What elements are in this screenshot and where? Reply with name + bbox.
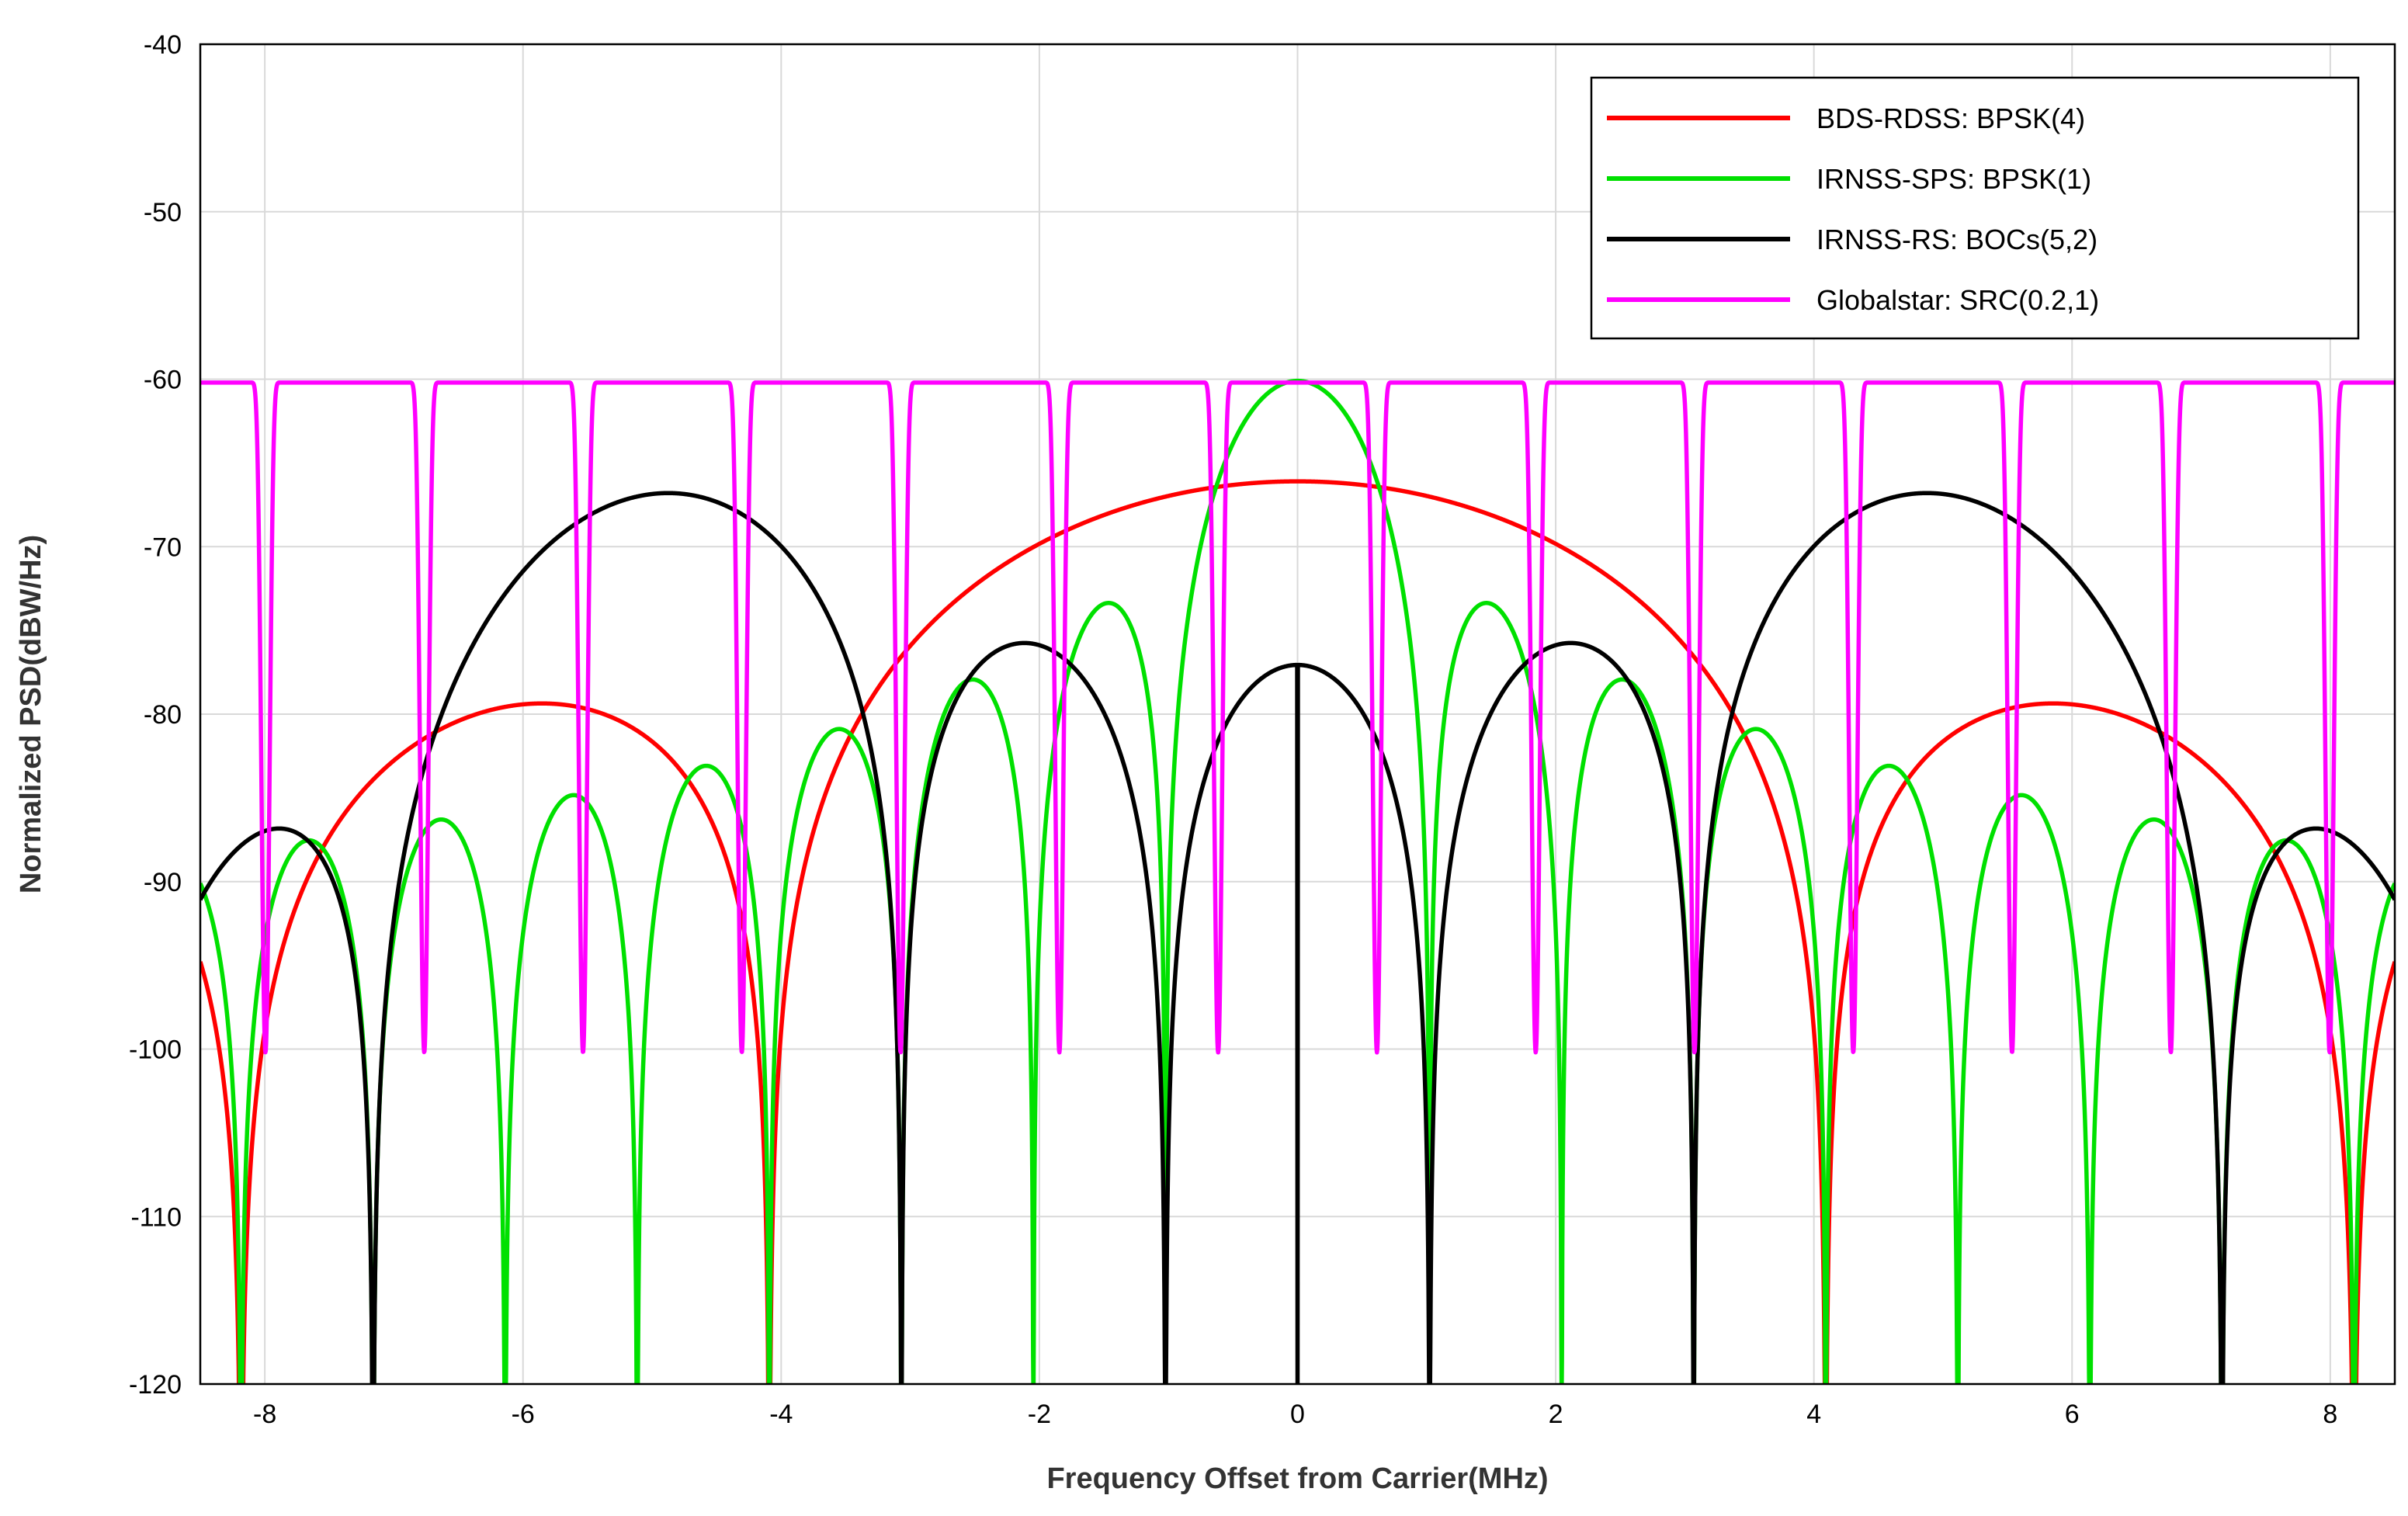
series-line-1 — [200, 479, 2395, 1384]
x-tick-label: 4 — [1806, 1400, 1821, 1429]
series-curves — [200, 378, 2395, 1384]
x-tick-label: 8 — [2323, 1400, 2337, 1429]
y-tick-labels: -40 -50 -60 -70 -80 -90 -100 -110 -120 — [129, 30, 182, 1400]
x-tick-label: -8 — [253, 1400, 276, 1429]
legend-label-1: BDS-RDSS: BPSK(4) — [1816, 102, 2085, 134]
x-tick-label: 2 — [1549, 1400, 1563, 1429]
series-line-3 — [200, 491, 2395, 1384]
y-tick-label: -60 — [144, 366, 182, 395]
y-axis-label: Normalized PSD(dBW/Hz) — [15, 535, 47, 893]
y-tick-label: -70 — [144, 533, 182, 562]
x-tick-label: -2 — [1028, 1400, 1051, 1429]
plot-frame — [199, 43, 2396, 1386]
x-tick-label: -4 — [769, 1400, 793, 1429]
y-tick-label: -50 — [144, 198, 182, 227]
y-tick-label: -90 — [144, 868, 182, 897]
x-axis-label: Frequency Offset from Carrier(MHz) — [1046, 1462, 1548, 1495]
series-line-4 — [200, 380, 2395, 1055]
y-tick-label: -100 — [129, 1036, 182, 1065]
legend-box — [1590, 76, 2360, 340]
legend: BDS-RDSS: BPSK(4) IRNSS-SPS: BPSK(1) IRNSS… — [1590, 76, 2360, 340]
x-tick-label: -6 — [512, 1400, 535, 1429]
y-tick-label: -110 — [130, 1202, 182, 1232]
x-tick-label: 6 — [2065, 1400, 2080, 1429]
legend-label-2: IRNSS-SPS: BPSK(1) — [1816, 163, 2091, 195]
legend-label-4: Globalstar: SRC(0.2,1) — [1816, 284, 2099, 316]
x-tick-label: 0 — [1290, 1400, 1305, 1429]
y-tick-label: -120 — [129, 1370, 182, 1400]
legend-label-3: IRNSS-RS: BOCs(5,2) — [1816, 224, 2097, 255]
y-tick-label: -40 — [144, 30, 182, 60]
y-tick-label: -80 — [144, 700, 182, 730]
x-tick-labels: -8 -6 -4 -2 0 2 4 6 8 — [253, 1400, 2337, 1429]
